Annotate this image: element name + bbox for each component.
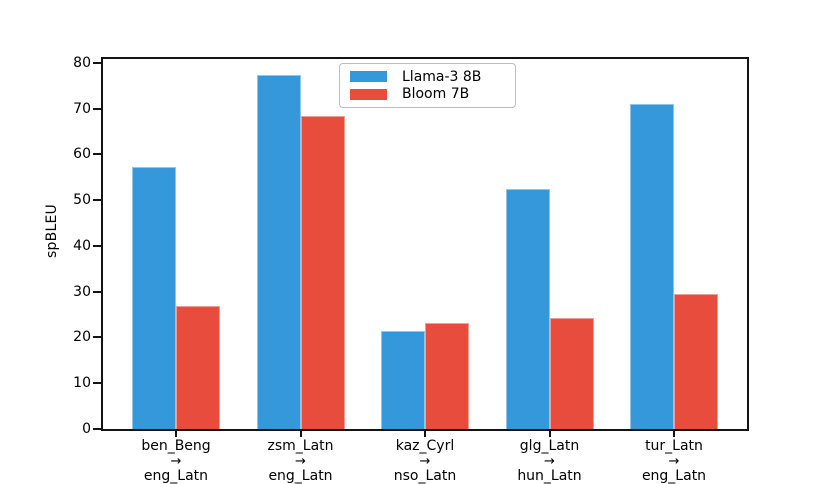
bar-llama-3-8b-kaz_cyrl [381, 331, 425, 429]
x-label-source: zsm_Latn [267, 438, 334, 454]
legend-color-swatch [350, 71, 387, 83]
y-tick-label: 60 [73, 146, 91, 163]
y-tick [93, 290, 101, 293]
x-label-source: tur_Latn [645, 438, 703, 454]
bar-bloom-7b-zsm_latn [300, 116, 345, 429]
y-tick [93, 428, 101, 430]
x-tick [299, 431, 302, 437]
x-label-target: eng_Latn [268, 468, 333, 484]
bar-bloom-7b-kaz_cyrl [425, 323, 469, 429]
arrow-icon: → [295, 454, 306, 469]
y-tick [93, 336, 101, 339]
y-tick-label: 70 [73, 100, 91, 117]
arrow-icon: → [544, 454, 555, 469]
legend-entry: Bloom 7B [350, 86, 505, 102]
y-tick-label: 20 [73, 329, 91, 346]
y-tick [93, 244, 101, 247]
x-tick [673, 431, 675, 437]
x-tick-label: kaz_Cyrl → nso_Latn [394, 439, 456, 484]
legend-entry-label: Llama-3 8B [402, 68, 482, 85]
y-tick [93, 153, 101, 156]
y-tick [93, 382, 101, 385]
legend-entry: Llama-3 8B [350, 69, 505, 85]
y-tick [93, 199, 101, 202]
x-label-target: nso_Latn [393, 468, 457, 484]
bar-bloom-7b-glg_latn [549, 318, 594, 429]
arrow-icon: → [170, 454, 182, 469]
y-tick [93, 61, 101, 64]
x-label-source: kaz_Cyrl [395, 438, 455, 454]
bar-llama-3-8b-glg_latn [505, 188, 550, 429]
arrow-icon: → [668, 454, 680, 469]
x-tick-label: tur_Latn → eng_Latn [642, 439, 706, 484]
x-tick-label: ben_Beng → eng_Latn [141, 439, 210, 484]
bar-bloom-7b-ben_beng [176, 305, 220, 429]
x-label-source: glg_Latn [519, 438, 580, 454]
x-label-target: eng_Latn [143, 468, 209, 484]
x-label-source: ben_Beng [141, 438, 211, 454]
arrow-icon: → [419, 454, 431, 469]
bar-llama-3-8b-tur_latn [630, 104, 674, 429]
x-tick [175, 431, 177, 437]
y-tick-label: 10 [73, 375, 91, 392]
x-tick-label: glg_Latn → hun_Latn [517, 439, 581, 484]
legend-entry-label: Bloom 7B [402, 86, 470, 103]
bar-llama-3-8b-zsm_latn [256, 74, 301, 429]
y-tick [93, 107, 101, 110]
y-tick-label: 30 [73, 283, 91, 300]
x-tick [424, 431, 426, 437]
x-label-target: hun_Latn [517, 468, 582, 484]
bar-llama-3-8b-ben_beng [132, 166, 176, 429]
x-tick-label: zsm_Latn → eng_Latn [267, 439, 333, 484]
bar-bloom-7b-tur_latn [674, 294, 718, 429]
y-tick-label: 50 [73, 192, 91, 209]
x-label-target: eng_Latn [641, 468, 707, 484]
x-tick [548, 431, 551, 437]
legend: Llama-3 8B Bloom 7B [339, 63, 516, 108]
y-tick-label: 80 [73, 54, 91, 71]
legend-color-swatch [350, 88, 387, 100]
y-tick-label: 0 [82, 421, 91, 437]
y-tick-label: 40 [73, 237, 91, 254]
